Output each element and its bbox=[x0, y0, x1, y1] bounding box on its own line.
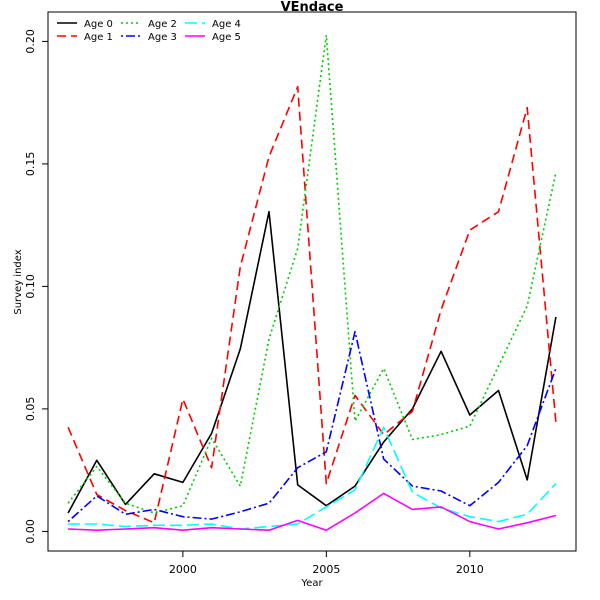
series-layer bbox=[67, 34, 557, 532]
x-tick-label: 2010 bbox=[456, 563, 484, 576]
x-tick-label: 2005 bbox=[312, 563, 340, 576]
y-tick-label: 0.05 bbox=[24, 397, 37, 422]
legend-label: Age 2 bbox=[148, 19, 177, 30]
series-line-age-1 bbox=[67, 85, 557, 524]
x-axis: 2000 2005 2010 bbox=[169, 551, 484, 576]
series-line-age-5 bbox=[68, 492, 557, 532]
series-line-age-3 bbox=[67, 330, 557, 523]
series-line-age-4 bbox=[68, 426, 557, 530]
legend-label: Age 4 bbox=[212, 19, 241, 30]
legend-label: Age 5 bbox=[212, 32, 241, 43]
legend-label: Age 3 bbox=[148, 32, 177, 43]
legend: Age 0 Age 1 Age 2 Age 3 Age 4 Age 5 bbox=[57, 19, 241, 43]
x-axis-title: Year bbox=[300, 578, 323, 589]
x-tick-label: 2000 bbox=[169, 563, 197, 576]
y-tick-label: 0.10 bbox=[24, 274, 37, 299]
y-axis-title: Survey index bbox=[13, 249, 24, 314]
plot-frame bbox=[47, 11, 577, 552]
legend-label: Age 0 bbox=[84, 19, 113, 30]
y-tick-label: 0.00 bbox=[24, 519, 37, 544]
series-line-age-2 bbox=[67, 34, 557, 514]
y-axis: 0.00 0.05 0.10 0.15 0.20 bbox=[24, 29, 48, 544]
y-tick-label: 0.20 bbox=[24, 29, 37, 54]
series-line-age-0 bbox=[67, 210, 557, 514]
legend-label: Age 1 bbox=[84, 32, 113, 43]
chart-title: VEndace bbox=[281, 0, 344, 15]
y-tick-label: 0.15 bbox=[24, 152, 37, 177]
